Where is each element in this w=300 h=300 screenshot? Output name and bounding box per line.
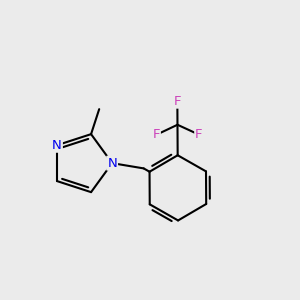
- Text: N: N: [52, 139, 62, 152]
- Text: F: F: [174, 94, 181, 108]
- Text: F: F: [152, 128, 160, 141]
- Text: N: N: [107, 157, 117, 169]
- Text: F: F: [195, 128, 203, 141]
